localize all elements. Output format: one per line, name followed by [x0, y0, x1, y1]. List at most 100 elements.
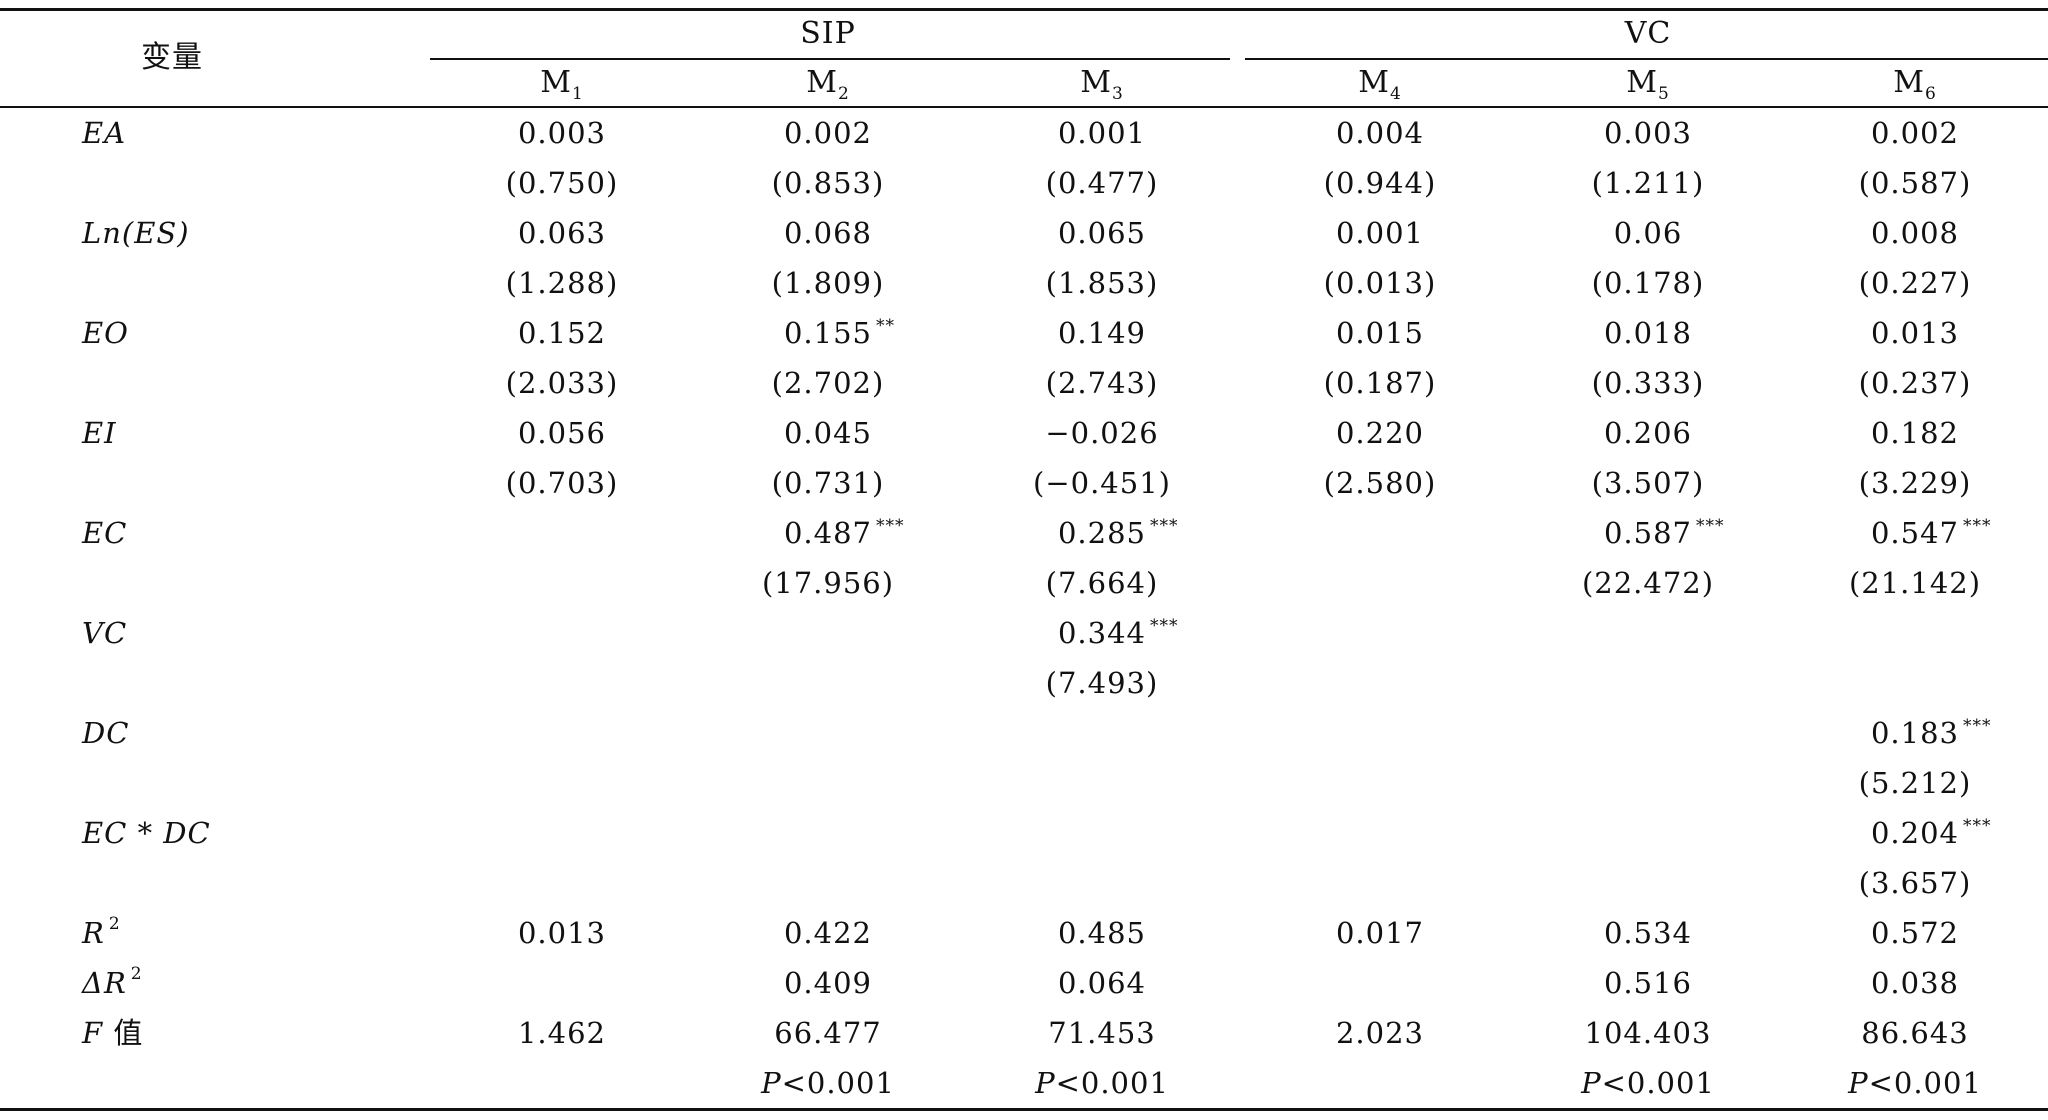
- model-header-m6: M6: [1893, 58, 1937, 108]
- table-cell: 0.018: [1604, 308, 1692, 358]
- cell-value: 0.183: [1870, 716, 1960, 750]
- table-cell: (21.142): [1849, 558, 1981, 608]
- cell-value: (0.944): [1323, 166, 1437, 200]
- table-cell: (2.580): [1324, 458, 1437, 508]
- cell-value: (2.033): [505, 366, 619, 400]
- cell-value: 0.068: [783, 216, 873, 250]
- table-cell: (0.853): [772, 158, 885, 208]
- table-cell: 0.003: [518, 108, 606, 158]
- table-cell: P<0.001: [761, 1058, 895, 1108]
- cell-value: (1.288): [505, 266, 619, 300]
- table-cell: (1.211): [1592, 158, 1705, 208]
- cell-value: (0.703): [505, 466, 619, 500]
- cell-value: 0.064: [1057, 966, 1147, 1000]
- model-header-base: M: [1626, 65, 1658, 100]
- cell-value: (7.493): [1045, 666, 1159, 700]
- table-cell: 0.064: [1058, 958, 1146, 1008]
- cell-value: 0.056: [517, 416, 607, 450]
- table-cell: 0.572: [1871, 908, 1959, 958]
- model-header-m2: M2: [806, 58, 850, 108]
- table-cell: 0.206: [1604, 408, 1692, 458]
- model-header-subscript: 6: [1924, 84, 1937, 104]
- cell-value: (0.187): [1323, 366, 1437, 400]
- row-label-text: EA: [82, 116, 127, 150]
- cell-value: 0.013: [517, 916, 607, 950]
- table-cell: 0.204 ***: [1870, 816, 1992, 850]
- cell-value: 0.182: [1870, 416, 1960, 450]
- table-cell: 0.013: [518, 908, 606, 958]
- p-threshold: <0.001: [1601, 1066, 1715, 1100]
- model-header-m3: M3: [1080, 58, 1124, 108]
- cell-value: (0.853): [771, 166, 885, 200]
- cell-value: (0.750): [505, 166, 619, 200]
- table-cell: 0.06: [1614, 208, 1683, 258]
- table-cell: (0.178): [1592, 258, 1705, 308]
- table-cell: −0.026: [1045, 408, 1158, 458]
- table-cell: (0.750): [506, 158, 619, 208]
- row-label-text: DC: [82, 716, 130, 750]
- cell-value: (1.809): [771, 266, 885, 300]
- table-cell: 0.045: [784, 408, 872, 458]
- cell-value: P<0.001: [1848, 1066, 1982, 1100]
- table-cell: 0.344 ***: [1057, 616, 1179, 650]
- table-cell: 0.155 **: [783, 316, 896, 350]
- group-rule-vc: [1245, 58, 2048, 60]
- cell-value: 86.643: [1861, 1016, 1969, 1050]
- model-header-base: M: [1893, 65, 1925, 100]
- cell-value: 0.220: [1335, 416, 1425, 450]
- table-cell: (2.033): [506, 358, 619, 408]
- cell-value: P<0.001: [1035, 1066, 1169, 1100]
- cell-value: (3.229): [1858, 466, 1972, 500]
- cell-value: 0.149: [1057, 316, 1147, 350]
- cell-value: 0.013: [1870, 316, 1960, 350]
- cell-value: 0.017: [1335, 916, 1425, 950]
- p-symbol: P: [761, 1066, 782, 1100]
- table-cell: (0.703): [506, 458, 619, 508]
- row-label-superscript: 2: [108, 914, 121, 934]
- table-cell: (0.227): [1859, 258, 1972, 308]
- model-header-m1: M1: [540, 58, 584, 108]
- table-cell: (0.013): [1324, 258, 1437, 308]
- model-header-subscript: 1: [571, 84, 584, 104]
- cell-value: (0.333): [1591, 366, 1705, 400]
- table-cell: P<0.001: [1035, 1058, 1169, 1108]
- table-cell: P<0.001: [1581, 1058, 1715, 1108]
- table-cell: 0.409: [784, 958, 872, 1008]
- p-symbol: P: [1035, 1066, 1056, 1100]
- model-header-subscript: 4: [1389, 84, 1402, 104]
- table-cell: 86.643: [1861, 1008, 1968, 1058]
- cell-value: 0.409: [783, 966, 873, 1000]
- cell-value: 1.462: [517, 1016, 607, 1050]
- cell-value: 0.015: [1335, 316, 1425, 350]
- table-cell: (17.956): [762, 558, 894, 608]
- header-bottom-rule: [0, 106, 2048, 108]
- table-cell: (7.493): [1046, 658, 1159, 708]
- cell-value: (0.227): [1858, 266, 1972, 300]
- table-cell: P<0.001: [1848, 1058, 1982, 1108]
- p-threshold: <0.001: [781, 1066, 895, 1100]
- cell-value: 0.004: [1335, 116, 1425, 150]
- row-label: VC: [82, 608, 127, 658]
- cell-value: 0.008: [1870, 216, 1960, 250]
- cell-value: (0.013): [1323, 266, 1437, 300]
- cell-value: 0.422: [783, 916, 873, 950]
- row-label-superscript: 2: [130, 964, 143, 984]
- table-cell: 0.587 ***: [1603, 516, 1725, 550]
- cell-value: (0.731): [771, 466, 885, 500]
- table-cell: 0.516: [1604, 958, 1692, 1008]
- row-label-text: F 值: [82, 1016, 143, 1050]
- table-cell: 0.068: [784, 208, 872, 258]
- model-header-base: M: [1358, 65, 1390, 100]
- row-label-text: EI: [82, 416, 117, 450]
- row-label: EI: [82, 408, 117, 458]
- p-threshold: <0.001: [1868, 1066, 1982, 1100]
- table-cell: 66.477: [774, 1008, 881, 1058]
- cell-value: (22.472): [1581, 566, 1715, 600]
- row-label-f: F: [82, 1016, 104, 1050]
- table-cell: (5.212): [1859, 758, 1972, 808]
- cell-value: 0.204: [1870, 816, 1960, 850]
- table-cell: 0.013: [1871, 308, 1959, 358]
- table-cell: (0.187): [1324, 358, 1437, 408]
- cell-value: 0.038: [1870, 966, 1960, 1000]
- row-label: F 值: [82, 1008, 143, 1058]
